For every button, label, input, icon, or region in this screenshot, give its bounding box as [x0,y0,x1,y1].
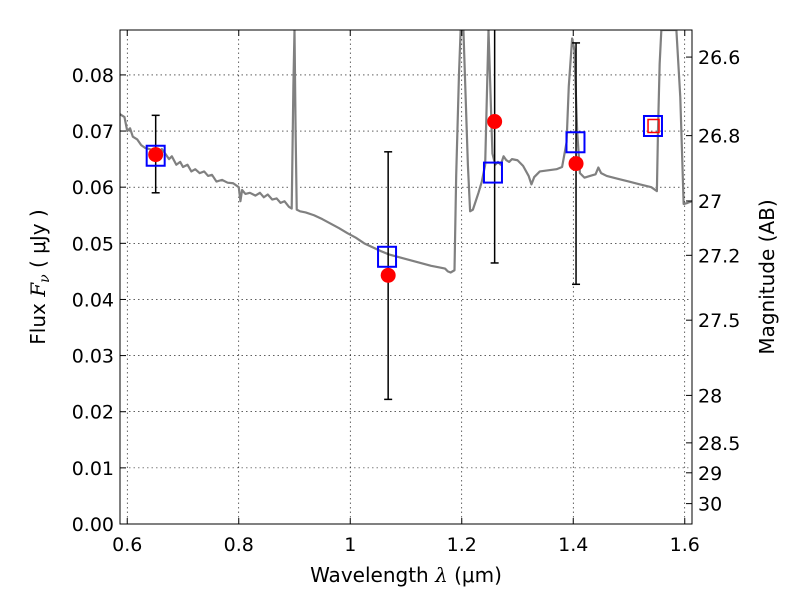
x-tick-label: 0.6 [112,534,142,556]
model-spectrum-line [120,30,692,274]
tick-marks [120,30,692,525]
y-axis-title: Flux Fν ( μJy ) [26,209,54,344]
points-layer [145,30,663,401]
right-tick-label: 27.5 [698,310,740,332]
model-band-point [642,114,663,137]
right-tick-label: 30 [698,494,722,516]
y-tick-label: 0.03 [72,346,114,368]
x-tick-label: 0.8 [224,534,254,556]
y-tick-label: 0.08 [72,65,114,87]
x-tick-label: 1.2 [447,534,477,556]
y-tick-label: 0.06 [72,177,114,199]
y-tick-label: 0.04 [72,289,114,311]
x-axis-title-prefix: Wavelength [310,563,429,587]
x-tick-label: 1.4 [558,534,588,556]
observed-point [148,147,164,163]
right-tick-label: 29 [698,463,722,485]
upper-limit-point [647,118,660,134]
right-tick-label: 26.6 [698,47,740,69]
y-axis-title-symbol: F [26,282,50,298]
model-band-point [377,245,398,268]
observed-point [568,156,584,172]
y-axis-title-prefix: Flux [26,303,50,345]
plot-background [120,30,692,524]
x-tick-label: 1.6 [670,534,700,556]
y-tick-label: 0.07 [72,121,114,143]
x-tick-label: 1 [344,534,356,556]
model-band-point [565,131,586,154]
right-tick-label: 28 [698,385,722,407]
right-tick-label: 27 [698,191,722,213]
observed-point [380,267,396,283]
right-tick-label: 26.8 [698,126,740,148]
right-tick-label: 28.5 [698,433,740,455]
y-tick-label: 0.01 [72,458,114,480]
plot-frame [119,29,693,525]
right-axis-title: Magnitude (AB) [755,199,779,354]
x-axis-title: Wavelength λ (μm) [310,563,502,587]
y-axis-title-unit: ( μJy ) [26,209,50,268]
model-band-point [482,161,503,184]
y-tick-label: 0.02 [72,402,114,424]
y-tick-label: 0.05 [72,233,114,255]
series-layer [120,30,692,274]
y-axis-title-subscript: ν [37,274,53,283]
observed-point [487,114,503,130]
x-axis-title-symbol: λ [434,563,448,587]
x-axis-title-unit: (μm) [454,563,502,587]
model-band-point [145,144,166,167]
tick-labels: 0.6 0.8 1 1.2 1.4 1.6 0.00 0.01 0.02 0.03 0.04 0.05… [72,47,741,556]
right-tick-label: 27.2 [698,245,740,267]
y-tick-label: 0.00 [72,514,114,536]
